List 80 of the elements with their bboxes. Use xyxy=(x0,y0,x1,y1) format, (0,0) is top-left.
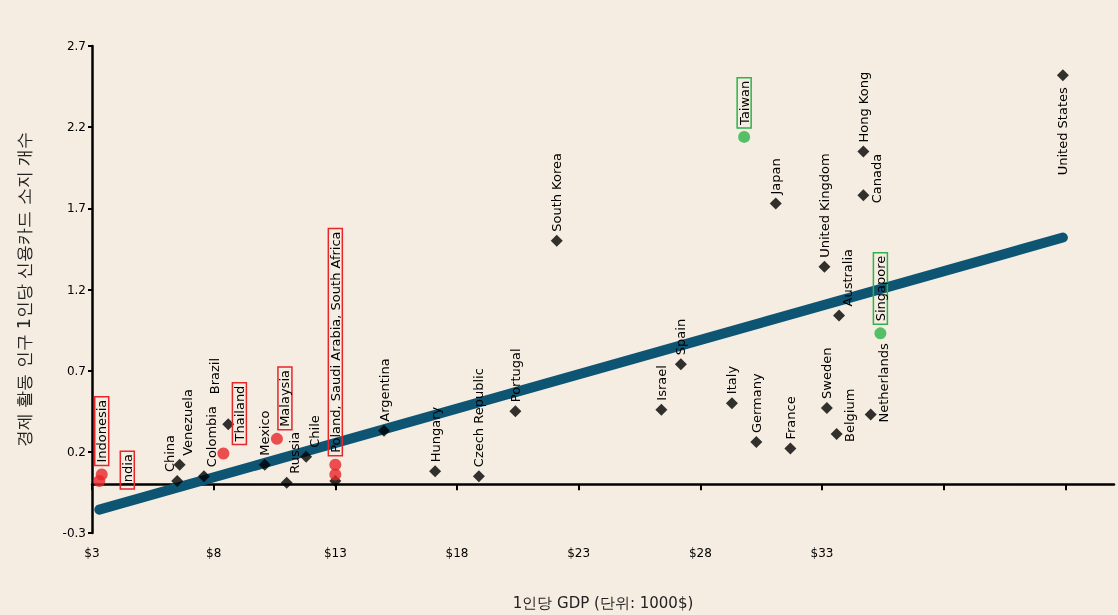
y-axis-title: 경제 활동 인구 1인당 신용카드 소지 개수 xyxy=(13,131,34,448)
annotation: Hong Kong xyxy=(855,71,871,143)
point xyxy=(197,470,210,483)
annotation: Poland, Saudi Arabia, South Africa xyxy=(327,231,343,453)
annotation: France xyxy=(782,396,798,440)
point xyxy=(864,408,877,421)
point xyxy=(725,397,738,410)
point xyxy=(750,436,763,449)
point xyxy=(674,358,687,371)
point xyxy=(300,450,313,463)
point xyxy=(833,309,846,322)
point xyxy=(857,189,870,202)
annotation: Czech Republic xyxy=(471,368,487,468)
annotation: China xyxy=(161,434,177,473)
annotation: Sweden xyxy=(819,347,835,399)
annotation: Germany xyxy=(748,373,764,434)
point xyxy=(93,475,106,488)
point xyxy=(550,234,563,247)
annotation: Netherlands xyxy=(876,343,892,423)
annotation: Russia xyxy=(287,431,303,474)
point xyxy=(509,405,522,418)
y-tick-label: 2.2 xyxy=(66,120,86,135)
annotation: Taiwan xyxy=(736,80,752,126)
x-tick-label: $13 xyxy=(323,546,347,560)
x-tick-label: $18 xyxy=(445,546,469,560)
annotation: Venezuela xyxy=(180,389,196,456)
point xyxy=(738,130,751,143)
point xyxy=(1056,69,1069,82)
annotation: Portugal xyxy=(507,348,523,403)
annotation: Malaysia xyxy=(277,370,293,427)
annotation: Spain xyxy=(673,318,689,356)
point xyxy=(874,327,887,340)
y-tick-label: 0.7 xyxy=(66,363,86,378)
point xyxy=(769,197,782,210)
y-tick-label: 0.2 xyxy=(66,444,86,459)
point xyxy=(173,458,186,471)
point xyxy=(280,476,293,489)
annotation: Indonesia xyxy=(94,399,110,463)
annotation: Japan xyxy=(768,158,784,196)
point xyxy=(857,145,870,158)
annotation: Israel xyxy=(653,365,669,401)
point xyxy=(472,470,485,483)
x-tick-label: $33 xyxy=(810,546,834,560)
x-tick-label: $3 xyxy=(84,546,100,560)
x-axis-title: 1인당 GDP (단위: 1000$) xyxy=(512,593,694,612)
point xyxy=(818,260,831,273)
annotation: Argentina xyxy=(376,358,392,422)
point xyxy=(784,442,797,455)
annotation: Australia xyxy=(839,248,855,307)
x-tick-label: $28 xyxy=(688,546,712,560)
point xyxy=(217,447,230,460)
annotation: United States xyxy=(1055,86,1071,176)
annotation: United Kingdom xyxy=(816,153,832,258)
point xyxy=(270,432,283,445)
point xyxy=(329,468,342,481)
annotation: Chile xyxy=(306,415,322,448)
point xyxy=(655,403,668,416)
annotation: Brazil xyxy=(206,357,222,395)
annotation: Hungary xyxy=(427,406,443,463)
annotation: South Korea xyxy=(549,153,565,232)
point xyxy=(820,402,833,414)
annotation: Colombia xyxy=(204,406,220,468)
point xyxy=(171,475,184,488)
y-tick-label: 1.2 xyxy=(66,282,86,297)
point xyxy=(222,418,235,431)
annotation: Singapore xyxy=(872,255,888,322)
annotation: Italy xyxy=(724,365,740,395)
x-tick-label: $8 xyxy=(206,546,222,560)
y-tick-label: -0.3 xyxy=(62,526,86,540)
y-tick-label: 1.7 xyxy=(66,201,86,216)
x-tick-label: $23 xyxy=(567,546,591,560)
annotation: Thailand xyxy=(231,385,247,443)
point xyxy=(258,458,271,471)
annotation: Belgium xyxy=(842,388,858,442)
point xyxy=(830,427,843,440)
point xyxy=(429,465,442,478)
annotation: Canada xyxy=(868,153,884,204)
y-tick-label: 2.7 xyxy=(66,39,86,53)
annotation: Mexico xyxy=(257,410,273,456)
point xyxy=(378,424,390,437)
